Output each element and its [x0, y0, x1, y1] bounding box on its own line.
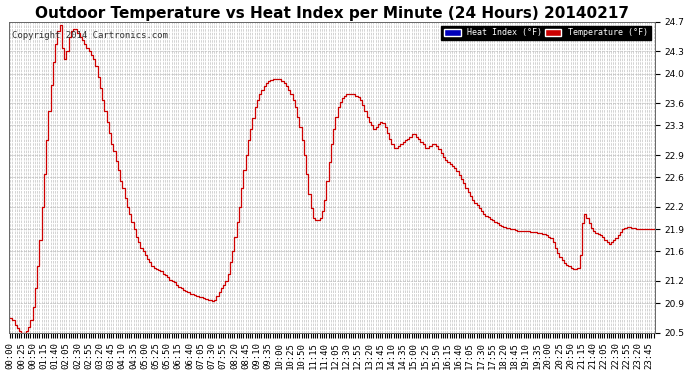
Text: Copyright 2014 Cartronics.com: Copyright 2014 Cartronics.com [12, 31, 168, 40]
Legend: Heat Index (°F), Temperature (°F): Heat Index (°F), Temperature (°F) [442, 26, 651, 40]
Title: Outdoor Temperature vs Heat Index per Minute (24 Hours) 20140217: Outdoor Temperature vs Heat Index per Mi… [35, 6, 629, 21]
